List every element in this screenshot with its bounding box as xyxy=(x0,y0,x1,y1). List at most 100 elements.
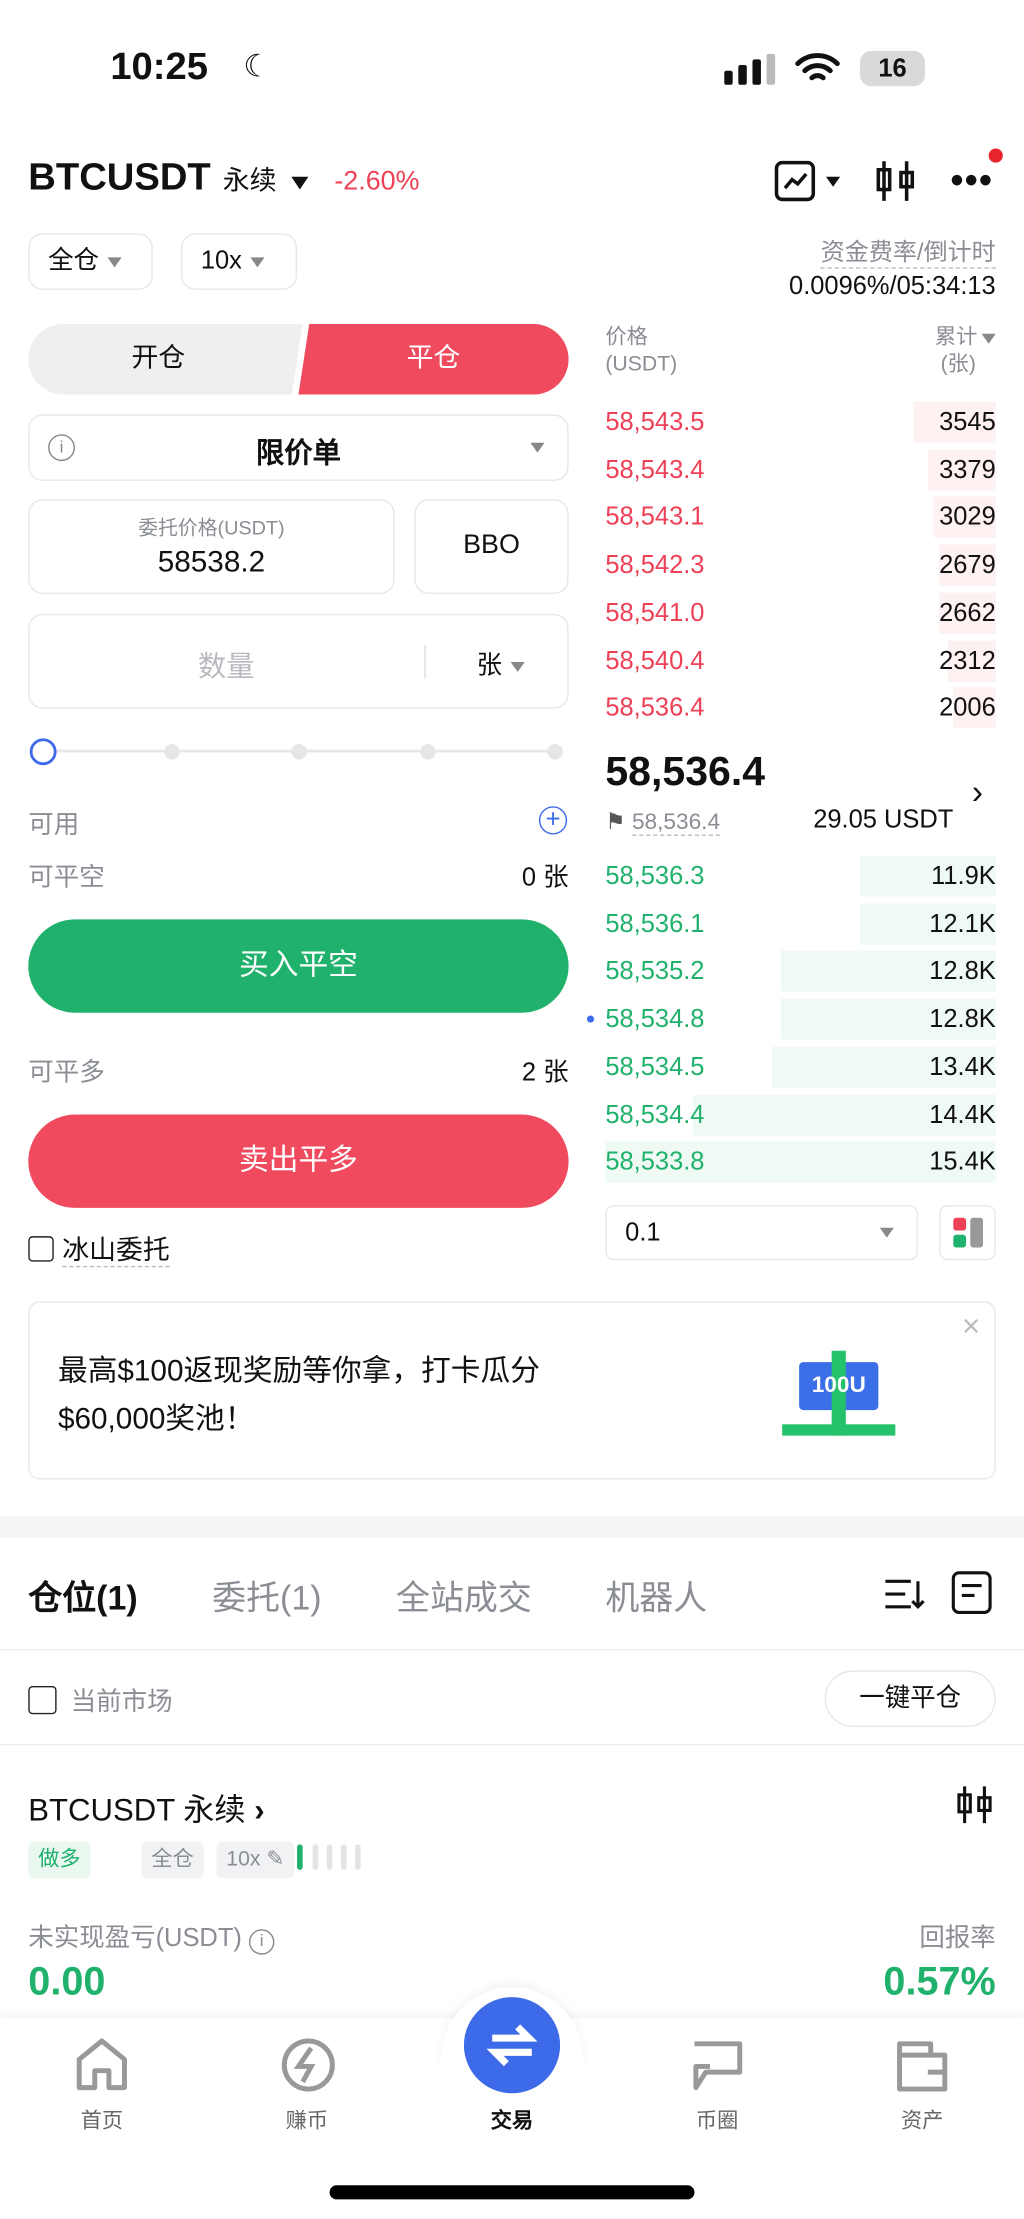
chevron-right-icon[interactable]: › xyxy=(971,773,984,812)
side-tag: 做多 xyxy=(28,1841,91,1879)
nav-home[interactable]: 首页 xyxy=(80,2108,124,2133)
bid-row[interactable]: 58,534.8 12.8K xyxy=(586,996,996,1043)
bid-depth-bar xyxy=(859,903,996,945)
trade-icon[interactable] xyxy=(463,1997,561,2094)
document-icon[interactable] xyxy=(950,1570,992,1615)
symbol-selector[interactable]: BTCUSDT 永续 -2.60% xyxy=(28,156,419,200)
margin-mode-select[interactable]: 全仓 xyxy=(28,233,153,290)
nav-trade[interactable]: 交易 xyxy=(490,2108,534,2133)
ask-price: 58,543.4 xyxy=(605,454,705,484)
close-all-button[interactable]: 一键平仓 xyxy=(824,1670,996,1727)
quantity-unit-select[interactable]: 张 xyxy=(477,645,525,682)
bid-price: 58,534.5 xyxy=(605,1052,705,1081)
edit-icon: ✎ xyxy=(266,1847,285,1872)
layout-green-block xyxy=(953,1234,967,1248)
candlestick-icon[interactable] xyxy=(874,158,916,203)
contract-type: 永续 xyxy=(222,166,277,197)
buy-close-short-button[interactable]: 买入平空 xyxy=(28,919,569,1013)
caret-down-icon xyxy=(981,333,996,344)
bid-row[interactable]: 58,534.5 13.4K xyxy=(605,1044,996,1091)
layout-gray-block xyxy=(970,1217,984,1248)
chevron-right-icon: › xyxy=(254,1792,265,1828)
bid-row[interactable]: 58,535.2 12.8K xyxy=(605,948,996,995)
divider xyxy=(0,1743,1024,1746)
leverage-tag[interactable]: 10x ✎ xyxy=(216,1841,295,1879)
position-title[interactable]: BTCUSDT 永续 › xyxy=(28,1785,264,1830)
symbol-title: BTCUSDT xyxy=(28,155,211,199)
ob-total-header[interactable]: 累计 (张) xyxy=(935,324,996,378)
ask-row[interactable]: 58,540.4 2312 xyxy=(605,637,996,684)
ask-row[interactable]: 58,542.3 2679 xyxy=(605,542,996,589)
ask-price: 58,540.4 xyxy=(605,645,705,674)
ask-row[interactable]: 58,543.5 3545 xyxy=(605,399,996,446)
tab-orders[interactable]: 委托(1) xyxy=(212,1579,322,1619)
quantity-slider[interactable] xyxy=(28,735,568,766)
home-icon[interactable] xyxy=(75,2037,129,2094)
iceberg-label: 冰山委托 xyxy=(62,1236,170,1268)
bid-depth-bar xyxy=(780,998,996,1040)
ask-row[interactable]: 58,543.1 3029 xyxy=(605,494,996,541)
funding-label[interactable]: 资金费率/倒计时 xyxy=(820,232,996,269)
pnl-label[interactable]: 未实现盈亏(USDT) i xyxy=(28,1918,275,1955)
available-label: 可用 xyxy=(28,810,80,839)
transfer-plus-icon[interactable]: + xyxy=(538,806,568,835)
ask-depth-bar xyxy=(927,449,996,491)
bid-price: 58,533.8 xyxy=(605,1147,705,1176)
quantity-input[interactable]: 数量 张 xyxy=(28,613,569,709)
mark-price[interactable]: ⚑ 58,536.4 xyxy=(605,808,721,836)
info-icon[interactable]: i xyxy=(48,434,75,462)
ask-depth-bar xyxy=(939,544,996,586)
bid-row[interactable]: 58,536.1 12.1K xyxy=(605,901,996,948)
bid-depth-bar xyxy=(772,1046,996,1088)
nav-community[interactable]: 币圈 xyxy=(695,2108,739,2133)
promo-banner[interactable]: 最高$100返现奖励等你拿，打卡瓜分 $60,000奖池！ 100U × xyxy=(28,1301,996,1480)
bid-row[interactable]: 58,536.3 11.9K xyxy=(605,853,996,900)
nav-assets[interactable]: 资产 xyxy=(900,2108,944,2133)
order-type-select[interactable]: i 限价单 xyxy=(28,414,569,481)
banner-line2: $60,000奖池！ xyxy=(57,1403,255,1436)
iceberg-checkbox[interactable]: 冰山委托 xyxy=(28,1229,170,1268)
checkbox[interactable] xyxy=(28,1685,57,1715)
caret-down-icon xyxy=(291,177,309,190)
tab-close[interactable]: 平仓 xyxy=(298,323,569,395)
more-icon[interactable]: ••• xyxy=(950,158,994,201)
chart-icon[interactable] xyxy=(774,160,845,202)
checkbox[interactable] xyxy=(28,1236,54,1262)
precision-select[interactable]: 0.1 xyxy=(605,1205,918,1261)
ask-depth-bar xyxy=(913,401,996,443)
sell-close-long-button[interactable]: 卖出平多 xyxy=(28,1114,569,1208)
earn-icon[interactable] xyxy=(280,2037,337,2094)
bid-row[interactable]: 58,534.4 14.4K xyxy=(605,1091,996,1138)
ask-row[interactable]: 58,541.0 2662 xyxy=(605,590,996,637)
sort-icon[interactable] xyxy=(883,1573,925,1615)
tab-positions[interactable]: 仓位(1) xyxy=(28,1579,138,1619)
nav-earn[interactable]: 赚币 xyxy=(285,2108,329,2133)
bid-price: 58,534.4 xyxy=(605,1099,705,1128)
ask-price: 58,543.1 xyxy=(605,502,705,531)
tab-close-label: 平仓 xyxy=(406,343,461,374)
ask-total: 3379 xyxy=(939,454,996,484)
bid-row[interactable]: 58,533.8 15.4K xyxy=(605,1139,996,1186)
bid-price: 58,534.8 xyxy=(605,1004,705,1033)
leverage-select[interactable]: 10x xyxy=(181,233,298,290)
ask-row[interactable]: 58,543.4 3379 xyxy=(605,447,996,494)
slider-stop xyxy=(547,743,563,760)
slider-handle[interactable] xyxy=(29,738,57,766)
tab-all-trades[interactable]: 全站成交 xyxy=(396,1579,532,1619)
current-market-filter[interactable]: 当前市场 xyxy=(28,1682,173,1719)
price-change: -2.60% xyxy=(334,166,420,197)
chat-icon[interactable] xyxy=(689,2038,746,2095)
tab-bots[interactable]: 机器人 xyxy=(605,1579,708,1619)
bbo-button[interactable]: BBO xyxy=(414,499,569,595)
margin-mode-value: 全仓 xyxy=(48,246,100,275)
candlestick-icon[interactable] xyxy=(956,1785,993,1825)
bid-total: 13.4K xyxy=(929,1052,996,1081)
ask-row[interactable]: 58,536.4 2006 xyxy=(605,685,996,732)
wallet-icon[interactable] xyxy=(894,2038,951,2095)
price-input[interactable]: 委托价格(USDT) 58538.2 xyxy=(28,499,395,595)
close-icon[interactable]: × xyxy=(961,1308,981,1344)
depth-layout-button[interactable] xyxy=(939,1205,996,1261)
tab-open[interactable]: 开仓 xyxy=(28,323,303,395)
caret-down-icon xyxy=(530,442,545,453)
bid-total: 11.9K xyxy=(931,861,996,890)
